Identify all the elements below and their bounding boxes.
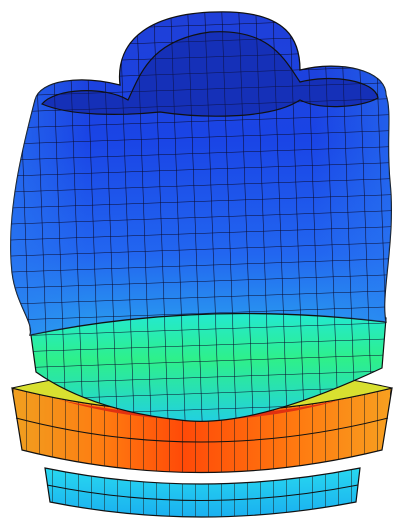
ring-band-line <box>15 417 389 443</box>
top-opening-mesh <box>42 31 378 117</box>
ring-inner-red <box>60 400 340 420</box>
lower-body-mesh <box>30 309 386 422</box>
base-band-line <box>46 484 359 501</box>
base-band-mesh <box>45 468 360 517</box>
